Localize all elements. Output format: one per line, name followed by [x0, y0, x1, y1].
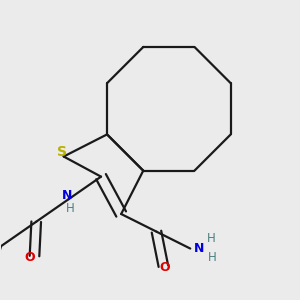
Text: N: N: [62, 189, 72, 202]
Text: O: O: [160, 261, 170, 274]
Text: N: N: [194, 242, 204, 255]
Text: O: O: [24, 251, 35, 264]
Text: H: H: [66, 202, 75, 215]
Text: S: S: [57, 146, 67, 159]
Text: H: H: [206, 232, 215, 245]
Text: H: H: [208, 250, 216, 264]
